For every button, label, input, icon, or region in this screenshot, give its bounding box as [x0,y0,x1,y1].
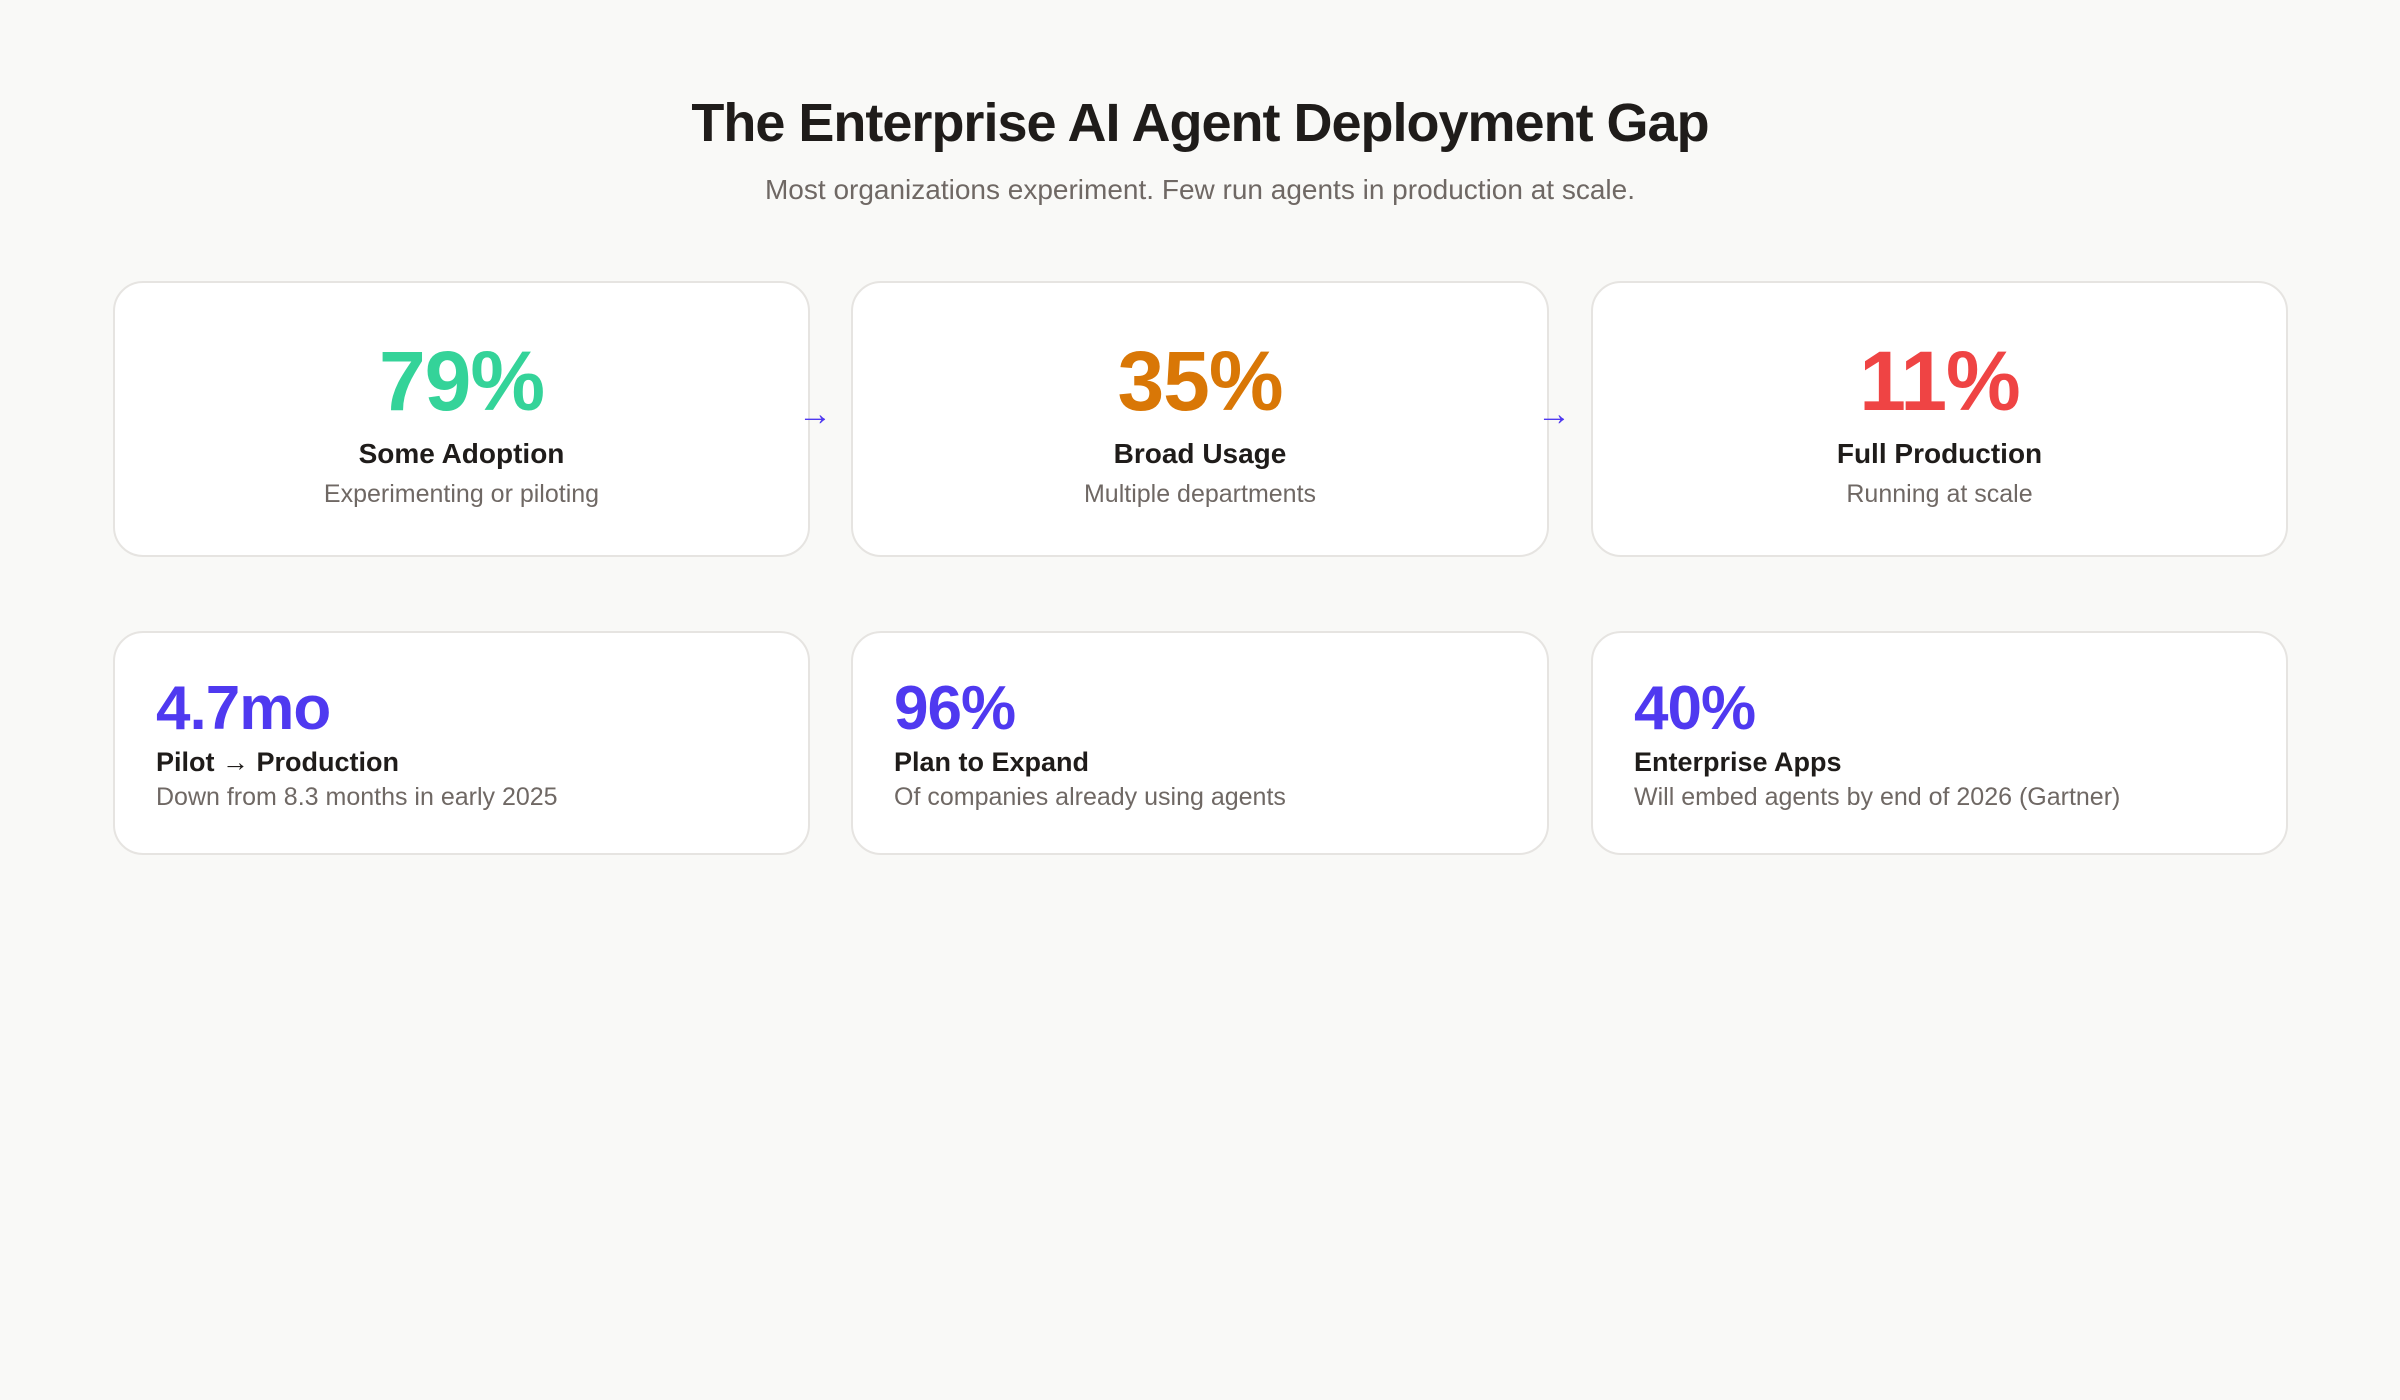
stat-value: 96% [894,674,1016,743]
stat-label: Broad Usage [1113,438,1287,469]
page-title: The Enterprise AI Agent Deployment Gap [691,93,1709,153]
arrow-right-icon: → [798,395,832,433]
stat-value: 4.7mo [156,674,331,743]
stat-label: Enterprise Apps [1634,747,1842,777]
stat-label: Plan to Expand [894,747,1090,777]
stat-description: Will embed agents by end of 2026 (Gartne… [1634,783,2121,811]
stat-label: Full Production [1836,438,2043,469]
funnel-card-full-production: 11% Full Production Running at scale [1591,281,2288,557]
stat-description: Of companies already using agents [894,783,1286,811]
stat-card-pilot-to-production: 4.7mo Pilot → Production Down from 8.3 m… [113,631,810,855]
stat-description: Multiple departments [1083,480,1317,508]
stat-label: Some Adoption [358,438,565,469]
stat-label: Pilot → Production [156,747,399,777]
stat-description: Down from 8.3 months in early 2025 [156,783,558,811]
stat-description: Running at scale [1846,480,2033,508]
stat-value: 35% [1117,334,1283,428]
funnel-card-broad-usage: 35% Broad Usage Multiple departments [851,281,1549,557]
funnel-card-some-adoption: 79% Some Adoption Experimenting or pilot… [113,281,810,557]
stat-value: 79% [378,334,545,428]
page-subtitle: Most organizations experiment. Few run a… [764,174,1635,205]
stat-value: 11% [1859,334,2021,428]
stat-value: 40% [1634,674,1756,743]
stat-description: Experimenting or piloting [323,480,600,508]
stat-card-enterprise-apps: 40% Enterprise Apps Will embed agents by… [1591,631,2288,855]
stat-card-plan-to-expand: 96% Plan to Expand Of companies already … [851,631,1549,855]
arrow-right-icon: → [1537,395,1571,433]
